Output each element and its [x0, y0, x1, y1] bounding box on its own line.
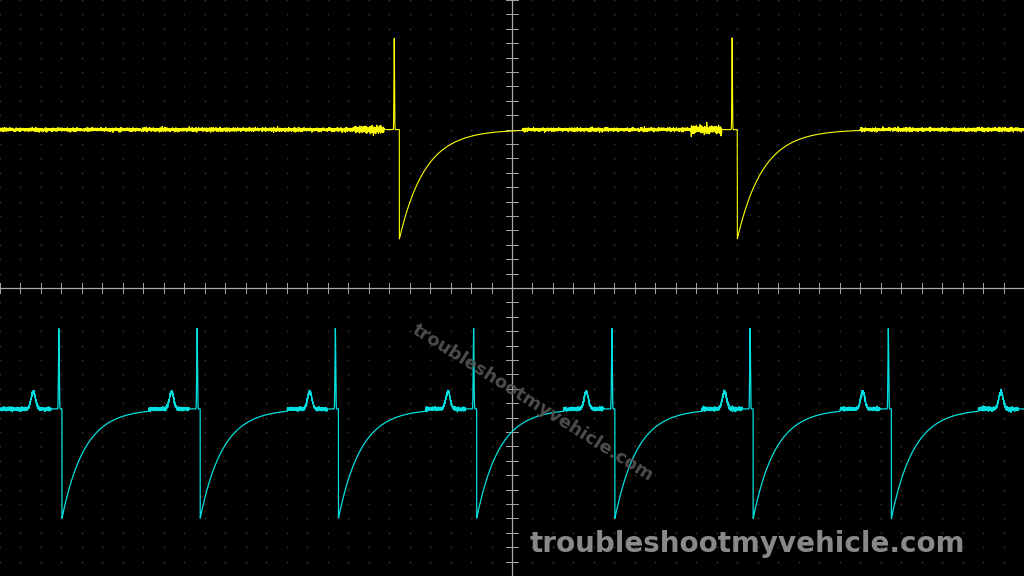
Text: troubleshootmyvehicle.com: troubleshootmyvehicle.com — [409, 321, 656, 486]
Text: troubleshootmyvehicle.com: troubleshootmyvehicle.com — [529, 530, 966, 558]
